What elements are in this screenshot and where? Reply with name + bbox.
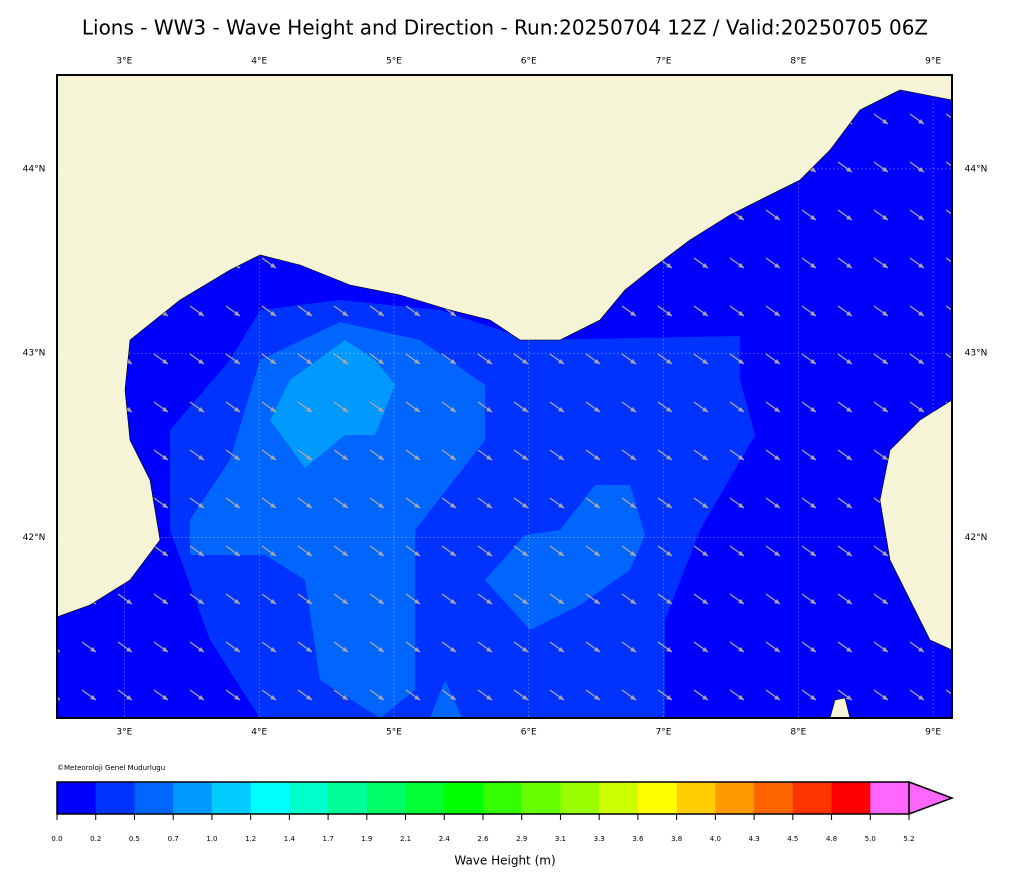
x-tick-label: 3°E [116,728,132,738]
y-tick-label: 42°N [965,533,988,543]
colorbar-tick-label: 0.0 [51,835,62,843]
land [57,75,952,618]
x-tick-label: 8°E [790,57,806,67]
colorbar-tick-label: 2.4 [439,835,451,843]
colorbar-tick-label: 1.9 [361,835,372,843]
colorbar-segment [521,782,561,814]
colorbar-tick-label: 4.8 [826,835,837,843]
colorbar-segment [405,782,445,814]
colorbar-segment [715,782,755,814]
colorbar-tick-label: 4.3 [749,835,760,843]
colorbar-tick-label: 5.0 [865,835,876,843]
colorbar-segment [366,782,407,814]
x-tick-label: 6°E [521,728,537,738]
x-tick-label: 7°E [656,57,672,67]
x-tick-label: 4°E [251,57,267,67]
colorbar-segment [250,782,290,814]
colorbar-segment [676,782,716,814]
colorbar-extend [908,780,955,816]
title: Lions - WW3 - Wave Height and Direction … [82,16,928,40]
y-tick-label: 44°N [23,164,46,174]
colorbar-tick-label: 1.4 [284,835,296,843]
x-tick-label: 5°E [386,57,402,67]
land [879,399,952,651]
x-tick-label: 5°E [386,728,402,738]
colorbar-tick-label: 2.6 [477,835,489,843]
x-tick-label: 9°E [925,728,941,738]
x-tick-label: 9°E [925,57,941,67]
colorbar-tick-label: 1.7 [323,835,334,843]
colorbar-segment [57,782,97,814]
colorbar-tick-label: 1.0 [206,835,217,843]
y-tick-label: 44°N [965,164,988,174]
colorbar-tick-label: 3.6 [632,835,644,843]
colorbar-tick-label: 1.2 [245,835,256,843]
colorbar-tick-label: 3.1 [555,835,566,843]
colorbar-tick-label: 2.1 [400,835,411,843]
colorbar-segment [560,782,600,814]
colorbar-tick-label: 5.2 [903,835,914,843]
colorbar-segment [289,782,329,814]
colorbar-segment [95,782,135,814]
colorbar-segment [637,782,678,814]
x-tick-label: 8°E [790,728,806,738]
credit: ©Meteoroloji Genel Mudurlugu [57,764,165,772]
colorbar-segment [831,782,871,814]
colorbar-tick-label: 3.8 [671,835,682,843]
colorbar-tick-label: 0.7 [168,835,179,843]
colorbar-segment [173,782,213,814]
y-tick-label: 43°N [965,349,988,359]
map-frame [56,74,953,719]
colorbar-tick-label: 4.0 [710,835,721,843]
colorbar-segment [134,782,174,814]
colorbar-segment [792,782,833,814]
colorbar-tick-label: 0.5 [129,835,140,843]
colorbar-segment [870,782,910,814]
colorbar-label: Wave Height (m) [454,854,555,868]
grid [57,75,952,718]
colorbar-segment [483,782,523,814]
y-tick-label: 43°N [23,349,46,359]
colorbar-segment [599,782,639,814]
colorbar-segment [444,782,484,814]
x-tick-label: 7°E [656,728,672,738]
colorbar-tick-label: 0.2 [90,835,101,843]
x-tick-label: 3°E [116,57,132,67]
land [829,697,851,718]
map-area [57,75,952,718]
colorbar-tick-label: 3.3 [594,835,605,843]
y-tick-label: 42°N [23,533,46,543]
colorbar-segment [328,782,368,814]
colorbar-segment [754,782,794,814]
colorbar-tick-label: 2.9 [516,835,527,843]
x-tick-label: 4°E [251,728,267,738]
x-tick-label: 6°E [521,57,537,67]
colorbar-tick-label: 4.5 [787,835,798,843]
colorbar-segment [211,782,252,814]
